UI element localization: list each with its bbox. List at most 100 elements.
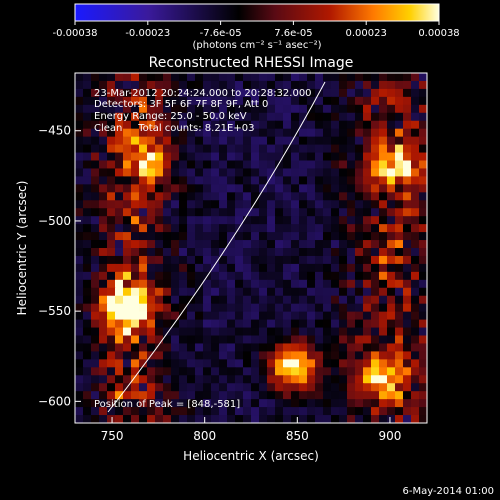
heatmap-cell — [99, 240, 108, 249]
heatmap-cell — [251, 375, 260, 384]
heatmap-cell — [379, 367, 388, 376]
heatmap-cell — [211, 399, 220, 408]
heatmap-cell — [307, 88, 316, 98]
heatmap-cell — [323, 120, 332, 130]
heatmap-cell — [259, 327, 268, 337]
heatmap-cell — [395, 263, 404, 273]
heatmap-cell — [83, 335, 92, 345]
heatmap-cell — [155, 224, 164, 233]
heatmap-cell — [203, 415, 212, 423]
heatmap-cell — [219, 144, 228, 154]
heatmap-cell — [107, 104, 116, 114]
heatmap-cell — [235, 271, 244, 281]
heatmap-cell — [83, 184, 92, 193]
heatmap-cell — [187, 367, 196, 376]
heatmap-cell — [147, 152, 156, 162]
heatmap-cell — [75, 160, 84, 170]
heatmap-cell — [283, 263, 292, 273]
heatmap-cell — [331, 367, 340, 376]
heatmap-cell — [323, 144, 332, 154]
heatmap-cell — [299, 136, 308, 146]
heatmap-cell — [355, 287, 364, 297]
heatmap-cell — [203, 232, 212, 241]
heatmap-cell — [155, 327, 164, 337]
heatmap-cell — [267, 263, 276, 273]
heatmap-cell — [235, 351, 244, 360]
heatmap-cell — [267, 415, 276, 423]
heatmap-cell — [315, 303, 324, 313]
heatmap-cell — [411, 359, 420, 368]
heatmap-cell — [363, 311, 372, 321]
heatmap-cell — [83, 279, 92, 289]
heatmap-cell — [339, 399, 348, 408]
heatmap-cell — [211, 367, 220, 376]
heatmap-cell — [243, 88, 252, 98]
heatmap-cell — [75, 335, 84, 345]
heatmap-cell — [139, 216, 148, 225]
heatmap-cell — [291, 104, 300, 114]
heatmap-cell — [371, 128, 380, 138]
heatmap-cell — [219, 391, 228, 400]
heatmap-cell — [75, 168, 84, 177]
heatmap-cell — [387, 407, 396, 416]
heatmap-cell — [139, 184, 148, 193]
heatmap-cell — [419, 168, 427, 177]
heatmap-cell — [347, 232, 356, 241]
heatmap-cell — [179, 176, 188, 185]
heatmap-cell — [83, 407, 92, 416]
heatmap-cell — [323, 136, 332, 146]
heatmap-cell — [131, 263, 140, 273]
heatmap-cell — [307, 319, 316, 329]
heatmap-cell — [283, 248, 292, 257]
heatmap-cell — [115, 383, 124, 392]
heatmap-cell — [371, 351, 380, 360]
heatmap-cell — [195, 319, 204, 329]
heatmap-cell — [123, 407, 132, 416]
heatmap-cell — [411, 216, 420, 225]
heatmap-cell — [203, 375, 212, 384]
heatmap-cell — [91, 248, 100, 257]
heatmap-cell — [139, 391, 148, 400]
heatmap-cell — [203, 128, 212, 138]
heatmap-cell — [347, 112, 356, 122]
heatmap-cell — [323, 263, 332, 273]
heatmap-cell — [363, 152, 372, 162]
heatmap-cell — [403, 319, 412, 329]
heatmap-cell — [219, 152, 228, 162]
heatmap-cell — [347, 303, 356, 313]
heatmap-cell — [115, 168, 124, 177]
heatmap-cell — [267, 311, 276, 321]
heatmap-cell — [331, 104, 340, 114]
heatmap-cell — [411, 407, 420, 416]
heatmap-cell — [75, 367, 84, 376]
heatmap-cell — [411, 335, 420, 345]
heatmap-cell — [331, 216, 340, 225]
heatmap-cell — [187, 176, 196, 185]
heatmap-cell — [163, 319, 172, 329]
heatmap-cell — [259, 88, 268, 98]
heatmap-cell — [131, 255, 140, 265]
heatmap-cell — [83, 287, 92, 297]
heatmap-cell — [339, 240, 348, 249]
heatmap-cell — [219, 232, 228, 241]
heatmap-cell — [419, 104, 427, 114]
heatmap-cell — [307, 136, 316, 146]
heatmap-cell — [251, 160, 260, 170]
heatmap-cell — [179, 240, 188, 249]
heatmap-cell — [387, 263, 396, 273]
heatmap-cell — [307, 407, 316, 416]
heatmap-cell — [91, 104, 100, 114]
heatmap-cell — [339, 255, 348, 265]
heatmap-cell — [147, 168, 156, 177]
heatmap-cell — [187, 399, 196, 408]
heatmap-cell — [371, 216, 380, 225]
heatmap-cell — [115, 112, 124, 122]
heatmap-cell — [355, 255, 364, 265]
heatmap-cell — [411, 303, 420, 313]
heatmap-cell — [115, 73, 124, 82]
heatmap-cell — [171, 311, 180, 321]
heatmap-cell — [347, 391, 356, 400]
heatmap-cell — [235, 200, 244, 209]
heatmap-cell — [195, 120, 204, 130]
heatmap-cell — [339, 200, 348, 209]
